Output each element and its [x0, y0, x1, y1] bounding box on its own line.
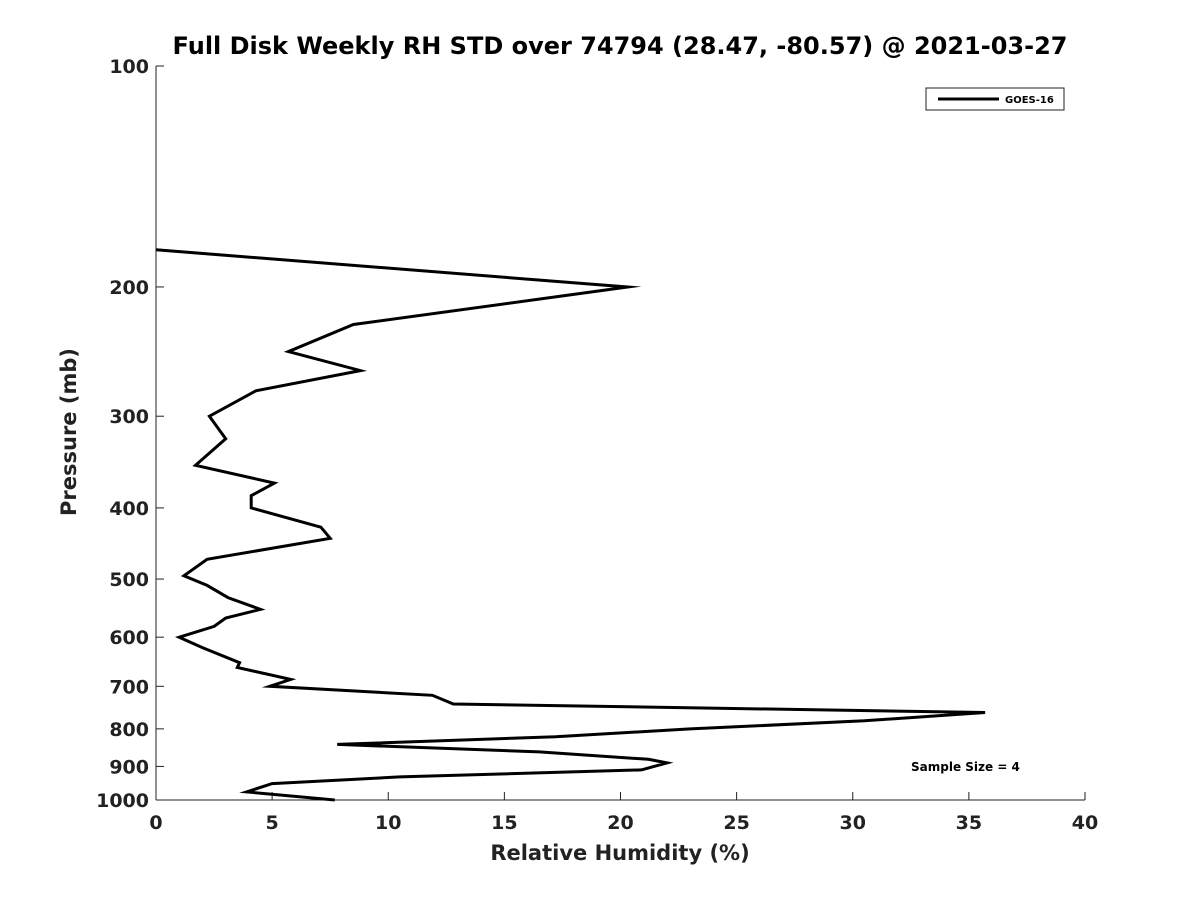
x-ticks: 0 5 10 15 20 25 30 35 40: [149, 792, 1098, 834]
x-axis-label: Relative Humidity (%): [490, 841, 749, 865]
x-tick-label: 0: [149, 812, 162, 834]
y-tick-label: 900: [109, 756, 149, 778]
sample-size-annotation: Sample Size = 4: [911, 760, 1020, 774]
x-tick-label: 40: [1072, 812, 1098, 834]
x-tick-label: 30: [840, 812, 866, 834]
y-tick-label: 800: [109, 719, 149, 741]
legend-label-goes-16: GOES-16: [1005, 95, 1054, 106]
x-tick-label: 25: [723, 812, 749, 834]
y-ticks: 100 200 300 400 500 600 700 800 900 1000: [96, 56, 164, 812]
series-layer: [155, 248, 986, 802]
x-tick-label: 5: [266, 812, 279, 834]
y-axis-label: Pressure (mb): [57, 348, 81, 516]
x-tick-label: 20: [607, 812, 633, 834]
y-tick-label: 600: [109, 627, 149, 649]
chart-title: Full Disk Weekly RH STD over 74794 (28.4…: [173, 32, 1068, 60]
y-tick-label: 500: [109, 569, 149, 591]
x-tick-label: 35: [956, 812, 982, 834]
y-tick-label: 1000: [96, 790, 149, 812]
legend: GOES-16: [925, 87, 1065, 111]
y-tick-label: 400: [109, 498, 149, 520]
y-tick-label: 300: [109, 406, 149, 428]
x-tick-label: 10: [375, 812, 401, 834]
x-tick-label: 15: [491, 812, 517, 834]
y-tick-label: 100: [109, 56, 149, 78]
y-tick-label: 700: [109, 676, 149, 698]
series-line-goes-16: [155, 248, 986, 802]
y-tick-label: 200: [109, 277, 149, 299]
